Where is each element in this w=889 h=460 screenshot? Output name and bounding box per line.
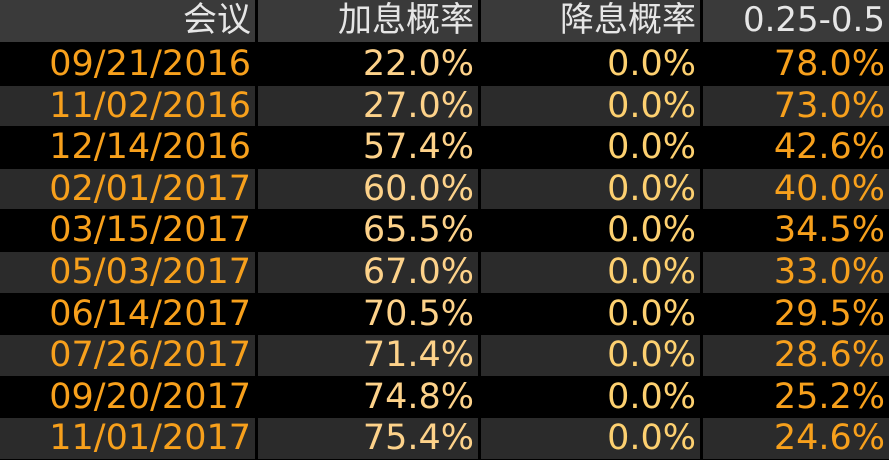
table-row: 09/20/2017 74.8% 0.0% 25.2%	[0, 376, 889, 418]
probability-cell: 57.4%	[258, 127, 478, 168]
header-cell: 会议	[0, 0, 255, 42]
probability-cell: 78.0%	[703, 44, 889, 85]
probability-cell: 34.5%	[703, 210, 889, 251]
probability-cell: 24.6%	[703, 418, 889, 459]
table-row: 05/03/2017 67.0% 0.0% 33.0%	[0, 252, 889, 293]
probability-cell: 0.0%	[481, 127, 700, 168]
probability-cell: 0.0%	[481, 376, 700, 418]
probability-cell: 29.5%	[703, 293, 889, 335]
meeting-date: 02/01/2017	[0, 168, 255, 210]
probability-cell: 28.6%	[703, 335, 889, 376]
probability-cell: 65.5%	[258, 210, 478, 251]
probability-cell: 33.0%	[703, 252, 889, 293]
probability-cell: 75.4%	[258, 418, 478, 459]
meeting-date: 09/21/2016	[0, 44, 255, 85]
table-row: 11/01/2017 75.4% 0.0% 24.6%	[0, 418, 889, 459]
probability-cell: 70.5%	[258, 293, 478, 335]
probability-cell: 42.6%	[703, 127, 889, 168]
probability-cell: 40.0%	[703, 168, 889, 210]
probability-cell: 0.0%	[481, 252, 700, 293]
probability-cell: 71.4%	[258, 335, 478, 376]
meeting-date: 11/01/2017	[0, 418, 255, 459]
meeting-date: 09/20/2017	[0, 376, 255, 418]
probability-cell: 67.0%	[258, 252, 478, 293]
probability-cell: 0.0%	[481, 85, 700, 127]
probability-cell: 27.0%	[258, 85, 478, 127]
meeting-date: 06/14/2017	[0, 293, 255, 335]
probability-cell: 25.2%	[703, 376, 889, 418]
probability-cell: 0.0%	[481, 335, 700, 376]
probability-cell: 0.0%	[481, 418, 700, 459]
meeting-date: 12/14/2016	[0, 127, 255, 168]
meeting-date: 03/15/2017	[0, 210, 255, 251]
probability-cell: 22.0%	[258, 44, 478, 85]
probability-cell: 73.0%	[703, 85, 889, 127]
table-row: 03/15/2017 65.5% 0.0% 34.5%	[0, 210, 889, 251]
header-cell: 0.25-0.5	[703, 0, 889, 42]
probability-cell: 0.0%	[481, 44, 700, 85]
probability-cell: 60.0%	[258, 168, 478, 210]
table-row: 12/14/2016 57.4% 0.0% 42.6%	[0, 127, 889, 168]
probability-cell: 74.8%	[258, 376, 478, 418]
table-row: 07/26/2017 71.4% 0.0% 28.6%	[0, 335, 889, 376]
table-row: 06/14/2017 70.5% 0.0% 29.5%	[0, 293, 889, 335]
header-cell: 降息概率	[481, 0, 700, 42]
table-row: 11/02/2016 27.0% 0.0% 73.0%	[0, 85, 889, 127]
meeting-date: 05/03/2017	[0, 252, 255, 293]
meeting-date: 07/26/2017	[0, 335, 255, 376]
meeting-date: 11/02/2016	[0, 85, 255, 127]
header-row: 会议 加息概率 降息概率 0.25-0.5	[0, 0, 889, 42]
probability-cell: 0.0%	[481, 293, 700, 335]
probability-cell: 0.0%	[481, 210, 700, 251]
table-row: 09/21/2016 22.0% 0.0% 78.0%	[0, 44, 889, 85]
header-cell: 加息概率	[258, 0, 478, 42]
table-row: 02/01/2017 60.0% 0.0% 40.0%	[0, 168, 889, 210]
probability-cell: 0.0%	[481, 168, 700, 210]
